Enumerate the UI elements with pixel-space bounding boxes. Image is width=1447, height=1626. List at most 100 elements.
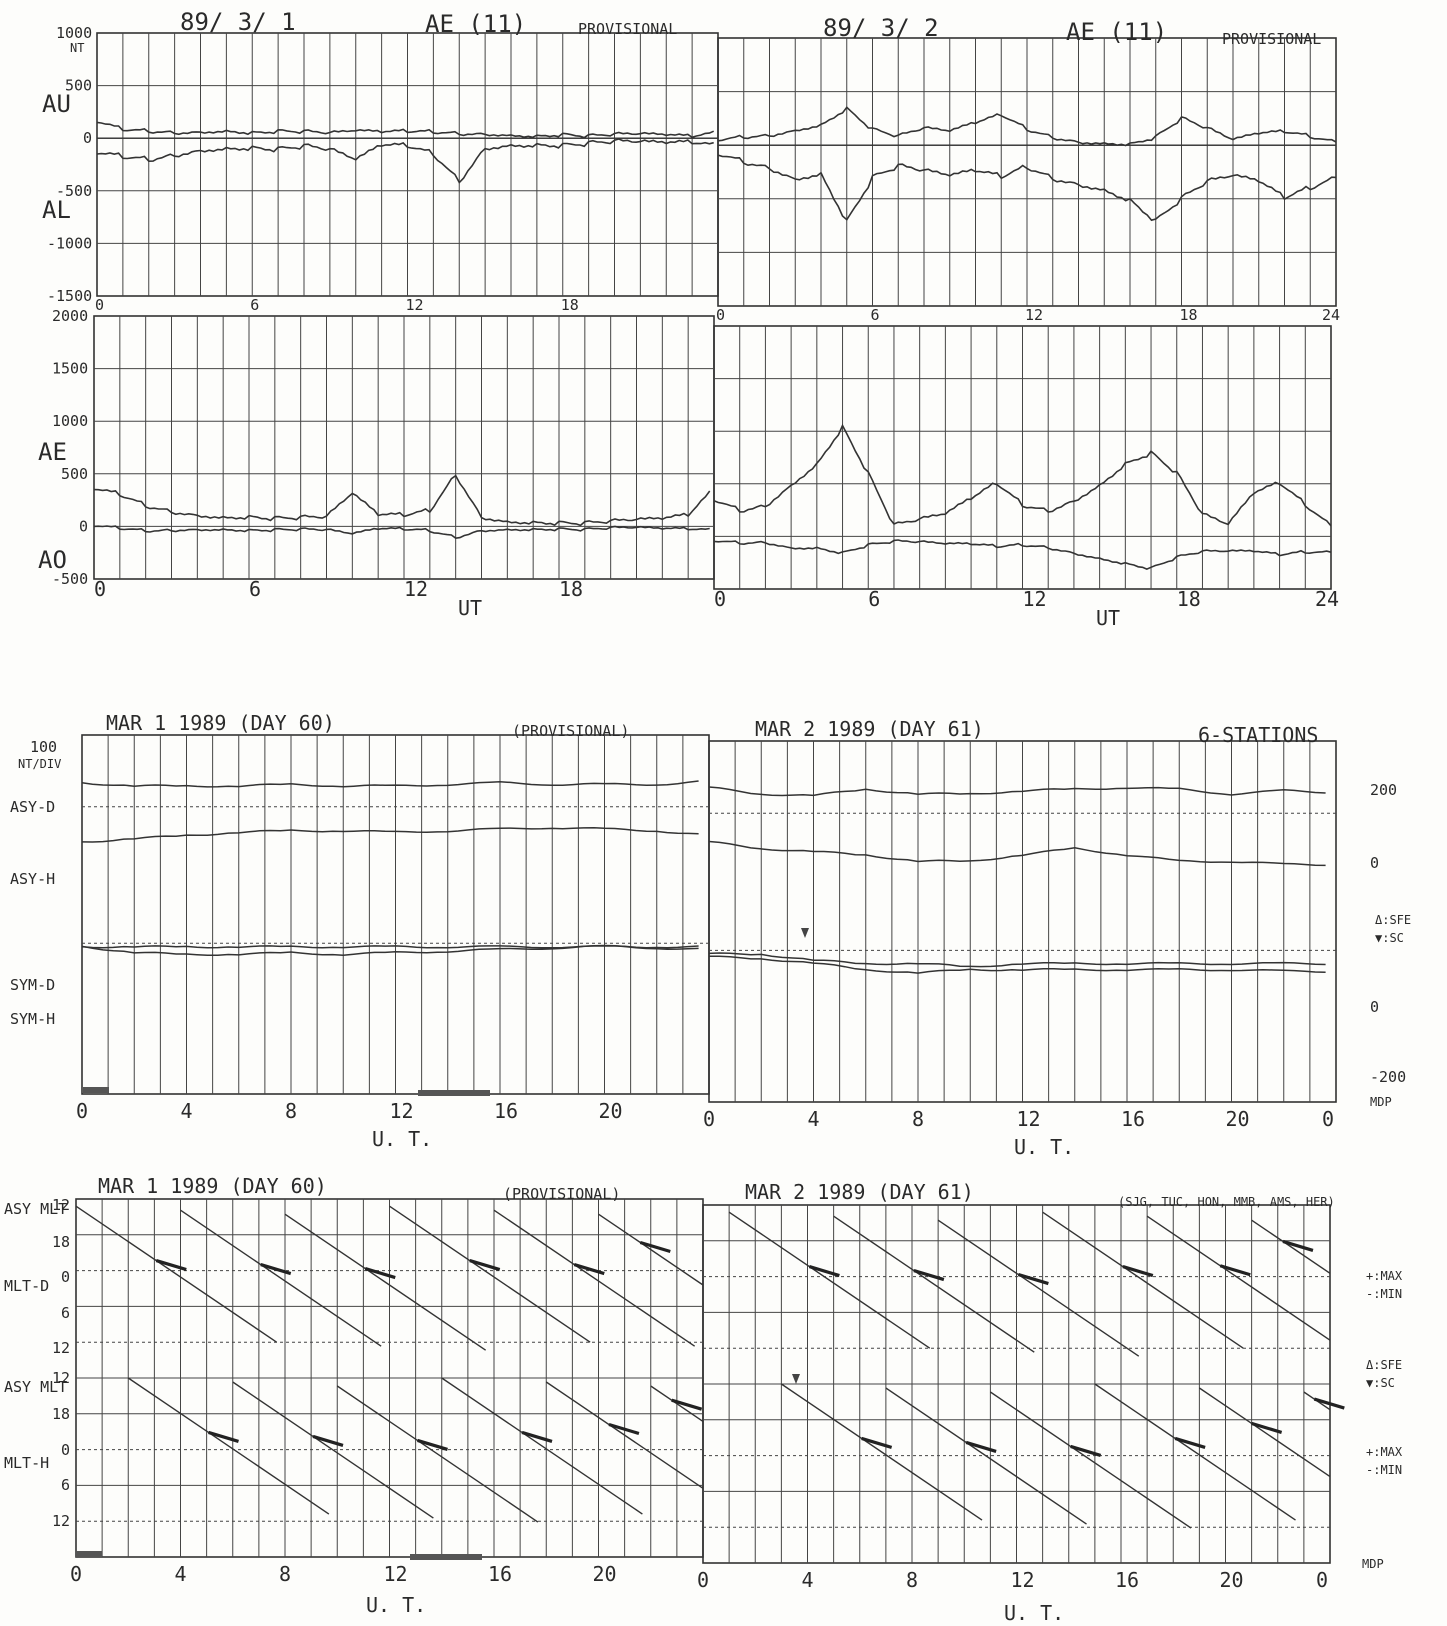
asy-day1-title: MAR 1 1989 (DAY 60)	[106, 711, 335, 735]
ae-ao-y-tick-label: 500	[61, 465, 88, 483]
asy-sym-x-tick-label-day2: 16	[1121, 1107, 1145, 1131]
ae-ao-y-tick-label: 1500	[52, 360, 88, 378]
asy-stations-label: 6-STATIONS	[1198, 723, 1318, 747]
mlt-trace	[1198, 1387, 1331, 1478]
au-al-x-tick-label-day1: 18	[561, 296, 579, 314]
mlt-x-tick-label-day1: 4	[175, 1562, 187, 1586]
au-al-x-tick-label-day2: 18	[1180, 306, 1198, 324]
mlt-legend-min-1: -:MIN	[1366, 1287, 1402, 1301]
asy-sym-x-tick-label-day1: 0	[76, 1099, 88, 1123]
mlt-marks	[75, 1205, 1345, 1529]
asy-d-label: ASY-D	[10, 798, 55, 816]
au-al-panel: 89/ 3/ 1 AE (11) PROVISIONAL 89/ 3/ 2 AE…	[42, 8, 1340, 324]
au-al-x-tick-label-day2: 0	[716, 306, 725, 324]
mlt-trace	[989, 1391, 1192, 1529]
mlt-label-asy-1: ASY MLT	[4, 1200, 67, 1218]
mlt-legend-max-2: +:MAX	[1366, 1445, 1403, 1459]
asy-sym-right-tick-labels: 200 0 0 -200	[1370, 781, 1406, 1086]
mlt-extreme-mark	[469, 1259, 501, 1272]
mlt-trace	[833, 1215, 1035, 1353]
mlt-stations-label: (SJG, TUC, HON, MMB, AMS, HER)	[1118, 1195, 1335, 1209]
mlt-extreme-mark	[913, 1269, 945, 1282]
ae-ao-x-tick-label-day1: 0	[94, 577, 106, 601]
asy-scale-value: 100	[30, 738, 57, 756]
mlt-legend-sfe: Δ:SFE	[1366, 1358, 1402, 1372]
mlt-y-tick-labels: 12 18 0 6 12 12 18 0 6 12	[52, 1196, 70, 1530]
mlt-extreme-mark	[208, 1430, 239, 1443]
mlt-panel: MAR 1 1989 (DAY 60) (PROVISIONAL) MAR 2 …	[4, 1174, 1403, 1625]
asy-d-series-line	[81, 780, 1326, 797]
mlt-trace	[232, 1381, 434, 1519]
mlt-legend-max-1: +:MAX	[1366, 1269, 1403, 1283]
mlt-label-mlt-d: MLT-D	[4, 1277, 49, 1295]
mlt-x-tick-label-day2: 4	[802, 1568, 814, 1592]
mlt-trace	[389, 1205, 591, 1343]
asy-h-label: ASY-H	[10, 870, 55, 888]
ae-day2-date: 89/ 3/ 2	[823, 14, 939, 42]
sym-d-series-line	[81, 944, 1326, 974]
ae-ao-x-tick-label-day2: 12	[1023, 587, 1047, 611]
ae-ao-y-tick-label: 0	[79, 517, 88, 535]
mlt-extreme-mark	[260, 1263, 292, 1276]
mlt-y-tick-label-upper: 6	[61, 1304, 70, 1322]
mlt-trace	[180, 1209, 382, 1347]
au-al-x-tick-labels: 0 6 12 18 0 6 12 18 24	[95, 296, 1340, 324]
asy-sym-x-tick-label-day1: 4	[181, 1099, 193, 1123]
ae-ao-x-tick-label-day2: 18	[1177, 587, 1201, 611]
mlt-x-tick-label-day2: 20	[1220, 1568, 1244, 1592]
asy-day2-title: MAR 2 1989 (DAY 61)	[755, 717, 984, 741]
mlt-y-tick-label-upper: 12	[52, 1339, 70, 1357]
au-axis-label: AU	[42, 90, 71, 118]
sc-marker	[801, 928, 809, 938]
asy-sym-x-tick-label-day2: 20	[1226, 1107, 1250, 1131]
asy-sym-x-tick-label-day2: 0	[703, 1107, 715, 1131]
mlt-trace	[650, 1385, 704, 1423]
sym-h-series-line	[81, 945, 1326, 968]
mlt-mdp-label: MDP	[1362, 1557, 1384, 1571]
mlt-label-asy-2: ASY MLT	[4, 1378, 67, 1396]
mlt-trace	[493, 1209, 696, 1347]
mlt-day1-title: MAR 1 1989 (DAY 60)	[98, 1174, 327, 1198]
ae-day1-index: AE (11)	[425, 10, 526, 38]
sym-d-label: SYM-D	[10, 976, 55, 994]
mlt-extreme-mark	[965, 1440, 997, 1453]
mlt-extreme-mark	[639, 1240, 671, 1254]
mlt-trace	[1251, 1219, 1331, 1274]
ao-series-line	[93, 525, 1332, 570]
au-al-y-tick-labels: 1000 500 0 -500 -1000 -1500	[47, 24, 92, 305]
asy-sym-grid	[81, 734, 1337, 1103]
mlt-y-tick-label-upper: 12	[52, 1196, 70, 1214]
mlt-y-tick-label-lower: 6	[61, 1476, 70, 1494]
au-series-line	[96, 106, 1337, 147]
asy-missing-data-bar-1	[83, 1087, 109, 1093]
mlt-x-tick-label-day1: 12	[384, 1562, 408, 1586]
ae-ao-x-tick-label-day1: 12	[404, 577, 428, 601]
mlt-label-mlt-h: MLT-H	[4, 1454, 49, 1472]
mlt-y-tick-label-lower: 0	[61, 1441, 70, 1459]
ae-day2-ut-label: UT	[1096, 606, 1120, 630]
mlt-x-tick-label-day1: 20	[593, 1562, 617, 1586]
asy-scale-unit: NT/DIV	[18, 757, 61, 771]
mlt-extreme-mark	[155, 1259, 187, 1272]
mlt-x-tick-label-day1: 8	[279, 1562, 291, 1586]
asy-day1-ut-label: U. T.	[372, 1127, 432, 1151]
ae-ao-y-tick-label: 2000	[52, 307, 88, 325]
mlt-extreme-mark	[1174, 1436, 1206, 1449]
ae-ao-x-tick-label-day2: 6	[868, 587, 880, 611]
asy-sym-x-tick-label-day1: 8	[285, 1099, 297, 1123]
mlt-grid	[75, 1198, 1331, 1564]
asy-sym-x-tick-label-day2: 4	[808, 1107, 820, 1131]
mlt-trace	[441, 1377, 643, 1515]
ae-day1-ut-label: UT	[458, 596, 482, 620]
au-al-x-tick-label-day1: 12	[406, 296, 424, 314]
mlt-trace	[336, 1385, 539, 1523]
ae-axis-label: AE	[38, 438, 67, 466]
au-al-y-tick-label: 1000	[56, 24, 92, 42]
mlt-extreme-mark	[1251, 1421, 1283, 1434]
mlt-extreme-mark	[1282, 1239, 1314, 1252]
au-al-y-tick-label: 0	[83, 129, 92, 147]
mlt-y-tick-label-upper: 0	[61, 1268, 70, 1286]
mlt-y-tick-label-upper: 18	[52, 1233, 70, 1251]
mlt-y-tick-label-lower: 18	[52, 1405, 70, 1423]
mlt-extreme-mark	[1313, 1397, 1345, 1410]
